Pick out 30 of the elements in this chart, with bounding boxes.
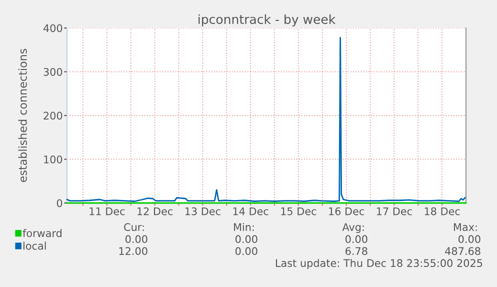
x-tick-label: 17 Dec bbox=[376, 207, 412, 216]
x-tick-label: 11 Dec bbox=[90, 207, 125, 216]
text: 487.68 bbox=[445, 247, 480, 256]
text: 0.00 bbox=[458, 235, 480, 244]
x-tick-label: 13 Dec bbox=[185, 207, 220, 216]
text: Min: bbox=[234, 222, 254, 231]
text: 6.78 bbox=[346, 247, 368, 256]
y-tick-label: 400 bbox=[43, 24, 62, 32]
x-tick-label: 14 Dec bbox=[233, 207, 268, 216]
legend-label: local bbox=[23, 242, 46, 250]
text: 12.00 bbox=[119, 247, 148, 256]
y-tick-label: 200 bbox=[44, 112, 62, 120]
text: Avg: bbox=[342, 223, 364, 234]
text: 0.00 bbox=[345, 235, 368, 244]
y-tick-label: 0 bbox=[56, 199, 62, 208]
text: Max: bbox=[454, 223, 477, 232]
text: Last update: Thu Dec 18 23:55:00 2025 bbox=[276, 258, 482, 270]
legend-label: forward bbox=[22, 229, 62, 238]
x-tick-label: 18 Dec bbox=[424, 207, 460, 216]
text: 0.00 bbox=[235, 235, 258, 244]
y-tick-label: 300 bbox=[44, 68, 62, 76]
x-tick-label: 15 Dec bbox=[281, 207, 316, 216]
text: 0.00 bbox=[125, 235, 148, 244]
x-tick-label: 12 Dec bbox=[138, 207, 172, 216]
y-axis-title: established connections bbox=[18, 48, 27, 182]
x-tick-label: 16 Dec bbox=[329, 207, 364, 216]
chart-title: ipconntrack - by week bbox=[198, 14, 336, 26]
text: 0.00 bbox=[235, 247, 258, 256]
text: Cur: bbox=[124, 223, 144, 232]
y-tick-label: 100 bbox=[44, 155, 62, 164]
